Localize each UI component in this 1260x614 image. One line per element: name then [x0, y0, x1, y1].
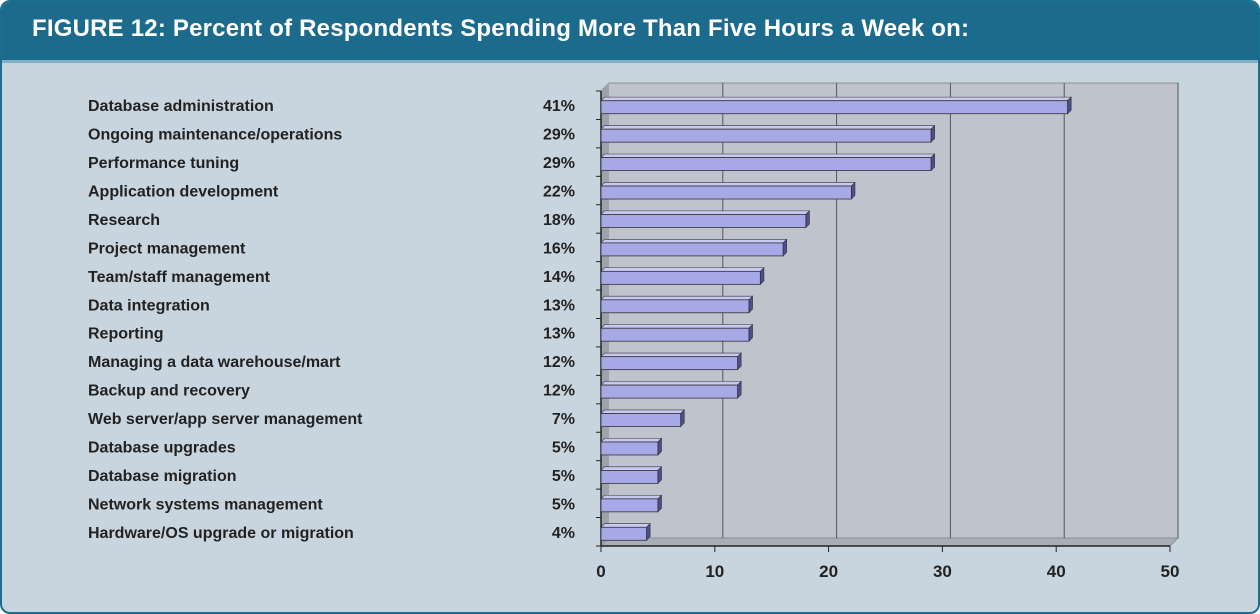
- category-label: Hardware/OS upgrade or migration: [88, 525, 354, 542]
- value-label: 5%: [552, 468, 575, 485]
- plot-floor: [599, 537, 1180, 547]
- bar: [600, 470, 659, 484]
- plot-background: [600, 82, 1179, 547]
- value-label: 12%: [543, 383, 575, 400]
- bar-top-face: [600, 523, 651, 528]
- value-label: 29%: [543, 155, 575, 172]
- bar-top-face: [600, 494, 663, 500]
- bar: [600, 185, 852, 200]
- bar-top-face: [600, 295, 754, 301]
- bar: [600, 299, 750, 314]
- value-label: 12%: [543, 354, 575, 371]
- value-label: 13%: [543, 297, 575, 314]
- category-label: Web server/app server management: [88, 411, 363, 428]
- x-tick-label: 10: [705, 562, 724, 581]
- value-label: 4%: [552, 525, 575, 542]
- value-label: 13%: [543, 326, 575, 343]
- x-tick-label: 50: [1161, 562, 1180, 581]
- bar-top-face: [600, 239, 788, 244]
- category-label: Database administration: [88, 98, 274, 115]
- bar-top-face: [600, 153, 936, 158]
- bar: [600, 526, 647, 541]
- value-label: 22%: [543, 184, 575, 201]
- category-label: Application development: [88, 184, 279, 201]
- value-label: 5%: [552, 496, 575, 513]
- bar-top-face: [600, 409, 685, 414]
- value-label: 41%: [543, 98, 575, 115]
- category-label: Project management: [88, 240, 246, 257]
- bar-top-face: [600, 381, 742, 386]
- bar: [600, 356, 738, 371]
- x-tick-label: 20: [819, 562, 838, 581]
- x-tick-label: 40: [1047, 562, 1066, 581]
- bar-top-face: [600, 182, 856, 187]
- category-label: Data integration: [88, 297, 210, 314]
- bar-top-face: [600, 438, 663, 443]
- bar: [600, 242, 784, 257]
- bar: [600, 413, 682, 427]
- bar: [600, 441, 659, 456]
- bar-top-face: [600, 267, 765, 272]
- figure-title: FIGURE 12: Percent of Respondents Spendi…: [32, 15, 970, 42]
- category-label: Database upgrades: [88, 439, 236, 456]
- bar-top-face: [600, 96, 1072, 102]
- bar-top-face: [600, 324, 754, 329]
- category-label: Research: [88, 212, 160, 229]
- bar-top-face: [600, 352, 742, 357]
- bar: [600, 270, 761, 285]
- bar-top-face: [600, 466, 663, 471]
- bar: [600, 498, 659, 513]
- bar: [600, 128, 932, 143]
- bar: [600, 214, 807, 228]
- category-label: Managing a data warehouse/mart: [88, 354, 341, 371]
- category-label: Performance tuning: [88, 155, 239, 172]
- value-label: 18%: [543, 212, 575, 229]
- bar: [600, 100, 1068, 115]
- figure-header: FIGURE 12: Percent of Respondents Spendi…: [2, 2, 1258, 63]
- bar: [600, 157, 932, 171]
- value-label: 29%: [543, 127, 575, 144]
- bar-top-face: [600, 210, 811, 215]
- category-label: Network systems management: [88, 496, 323, 513]
- category-label: Reporting: [88, 326, 164, 343]
- category-label: Team/staff management: [88, 269, 271, 286]
- value-label: 16%: [543, 240, 575, 257]
- value-label: 7%: [552, 411, 575, 428]
- x-tick-label: 0: [596, 562, 605, 581]
- value-label: 14%: [543, 269, 575, 286]
- bar: [600, 327, 750, 342]
- category-label: Ongoing maintenance/operations: [88, 127, 342, 144]
- bar: [600, 384, 738, 399]
- x-tick-label: 30: [933, 562, 952, 581]
- category-label: Database migration: [88, 468, 236, 485]
- category-label: Backup and recovery: [88, 383, 250, 400]
- bar-top-face: [600, 125, 936, 130]
- value-label: 5%: [552, 439, 575, 456]
